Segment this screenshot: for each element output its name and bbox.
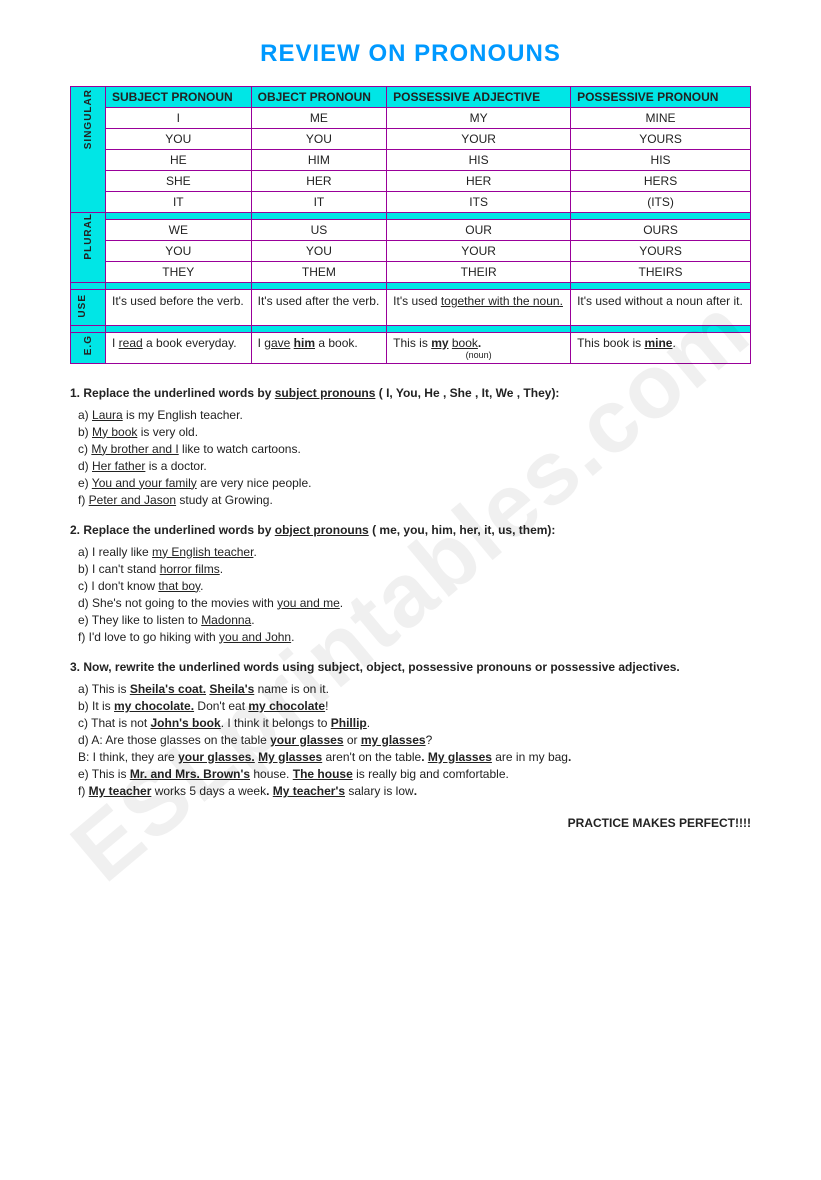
table-cell: HIM	[251, 150, 387, 171]
list-item: b) It is my chocolate. Don't eat my choc…	[78, 699, 751, 713]
table-cell: SHE	[106, 171, 252, 192]
table-cell: HIS	[387, 150, 571, 171]
list-item: c) My brother and I like to watch cartoo…	[78, 442, 751, 456]
table-cell: YOU	[106, 241, 252, 262]
eg-possadj: This is my book.(noun)	[387, 332, 571, 363]
table-cell: ITS	[387, 192, 571, 213]
table-cell: (ITS)	[571, 192, 751, 213]
q3-items: a) This is Sheila's coat. Sheila's name …	[70, 682, 751, 798]
table-cell: THEM	[251, 262, 387, 283]
list-item: c) That is not John's book. I think it b…	[78, 716, 751, 730]
use-possadj: It's used together with the noun.	[387, 290, 571, 326]
table-cell: OUR	[387, 220, 571, 241]
list-item: e) They like to listen to Madonna.	[78, 613, 751, 627]
question-1: 1. Replace the underlined words by subje…	[70, 386, 751, 400]
th-posspron: POSSESSIVE PRONOUN	[571, 87, 751, 108]
table-cell: THEIR	[387, 262, 571, 283]
question-2: 2. Replace the underlined words by objec…	[70, 523, 751, 537]
list-item: a) This is Sheila's coat. Sheila's name …	[78, 682, 751, 696]
table-cell: WE	[106, 220, 252, 241]
table-cell: IT	[251, 192, 387, 213]
th-subject: SUBJECT PRONOUN	[106, 87, 252, 108]
table-cell: HERS	[571, 171, 751, 192]
list-item: a) I really like my English teacher.	[78, 545, 751, 559]
table-cell: MINE	[571, 108, 751, 129]
list-item: f) I'd love to go hiking with you and Jo…	[78, 630, 751, 644]
table-cell: YOU	[251, 241, 387, 262]
th-possadj: POSSESSIVE ADJECTIVE	[387, 87, 571, 108]
side-use: USE	[77, 294, 88, 318]
table-cell: MY	[387, 108, 571, 129]
use-posspron: It's used without a noun after it.	[571, 290, 751, 326]
footer-text: PRACTICE MAKES PERFECT!!!!	[70, 816, 751, 830]
list-item: c) I don't know that boy.	[78, 579, 751, 593]
table-cell: HE	[106, 150, 252, 171]
table-cell: HER	[251, 171, 387, 192]
list-item: b) My book is very old.	[78, 425, 751, 439]
q1-items: a) Laura is my English teacher. b) My boo…	[70, 408, 751, 507]
use-subject: It's used before the verb.	[106, 290, 252, 326]
table-cell: YOUR	[387, 241, 571, 262]
list-item: d) Her father is a doctor.	[78, 459, 751, 473]
table-cell: OURS	[571, 220, 751, 241]
page-title: REVIEW ON PRONOUNS	[70, 40, 751, 68]
table-cell: YOURS	[571, 129, 751, 150]
side-singular: SINGULAR	[83, 89, 94, 149]
list-item: f) Peter and Jason study at Growing.	[78, 493, 751, 507]
table-cell: YOU	[251, 129, 387, 150]
table-cell: HIS	[571, 150, 751, 171]
side-eg: E.G	[83, 335, 94, 355]
eg-subject: I read a book everyday.	[106, 332, 252, 363]
eg-object: I gave him a book.	[251, 332, 387, 363]
list-item: d) A: Are those glasses on the table you…	[78, 733, 751, 747]
eg-posspron: This book is mine.	[571, 332, 751, 363]
table-cell: I	[106, 108, 252, 129]
list-item: d) She's not going to the movies with yo…	[78, 596, 751, 610]
question-3: 3. Now, rewrite the underlined words usi…	[70, 660, 751, 674]
list-item: f) My teacher works 5 days a week. My te…	[78, 784, 751, 798]
table-cell: YOU	[106, 129, 252, 150]
th-object: OBJECT PRONOUN	[251, 87, 387, 108]
table-cell: US	[251, 220, 387, 241]
list-item: e) You and your family are very nice peo…	[78, 476, 751, 490]
use-object: It's used after the verb.	[251, 290, 387, 326]
q2-items: a) I really like my English teacher. b) I…	[70, 545, 751, 644]
side-plural: PLURAL	[83, 213, 94, 260]
list-item: a) Laura is my English teacher.	[78, 408, 751, 422]
list-item: e) This is Mr. and Mrs. Brown's house. T…	[78, 767, 751, 781]
table-cell: ME	[251, 108, 387, 129]
table-cell: THEY	[106, 262, 252, 283]
table-cell: IT	[106, 192, 252, 213]
list-item: b) I can't stand horror films.	[78, 562, 751, 576]
table-cell: THEIRS	[571, 262, 751, 283]
table-cell: HER	[387, 171, 571, 192]
table-cell: YOURS	[571, 241, 751, 262]
table-cell: YOUR	[387, 129, 571, 150]
pronoun-table: SINGULAR SUBJECT PRONOUN OBJECT PRONOUN …	[70, 86, 751, 364]
list-item: B: I think, they are your glasses. My gl…	[78, 750, 751, 764]
